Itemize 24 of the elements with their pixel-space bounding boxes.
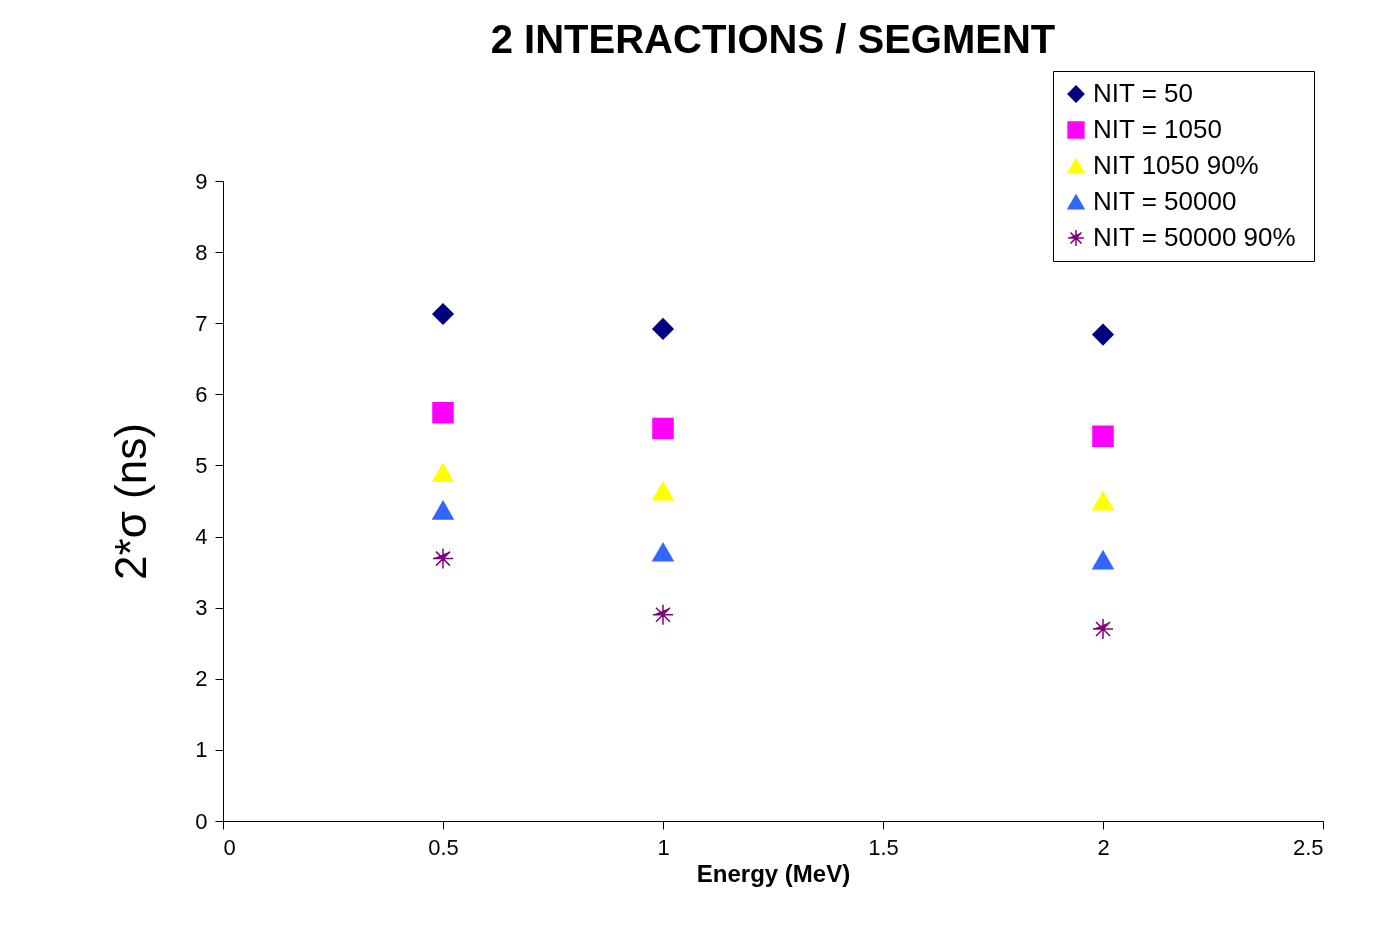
y-axis-title: 2*σ (ns) — [106, 423, 156, 580]
x-tick-label: 0.5 — [428, 834, 459, 860]
y-tick-label: 2 — [195, 666, 208, 692]
y-tick-label: 1 — [195, 737, 208, 763]
y-tick-label: 9 — [195, 168, 208, 194]
x-tick-label: 0 — [223, 834, 236, 860]
x-tick-label: 1 — [657, 834, 670, 860]
y-tick-label: 6 — [195, 381, 208, 407]
y-tick-label: 5 — [195, 452, 208, 478]
legend-label: NIT 1050 90% — [1093, 150, 1259, 180]
legend-label: NIT = 50000 90% — [1093, 222, 1296, 252]
y-tick-label: 8 — [195, 239, 208, 265]
legend-label: NIT = 50000 — [1093, 186, 1237, 216]
x-tick-label: 1.5 — [868, 834, 899, 860]
legend-label: NIT = 1050 — [1093, 114, 1222, 144]
y-tick-label: 4 — [195, 524, 208, 550]
chart-title: 2 INTERACTIONS / SEGMENT — [490, 16, 1056, 61]
y-tick-label: 0 — [195, 808, 208, 834]
legend-label: NIT = 50 — [1093, 78, 1193, 108]
x-axis-title: Energy (MeV) — [696, 859, 851, 887]
y-tick-label: 3 — [195, 595, 208, 621]
x-tick-label: 2 — [1097, 834, 1110, 860]
y-tick-label: 7 — [195, 310, 208, 336]
x-tick-label: 2.5 — [1292, 834, 1324, 860]
